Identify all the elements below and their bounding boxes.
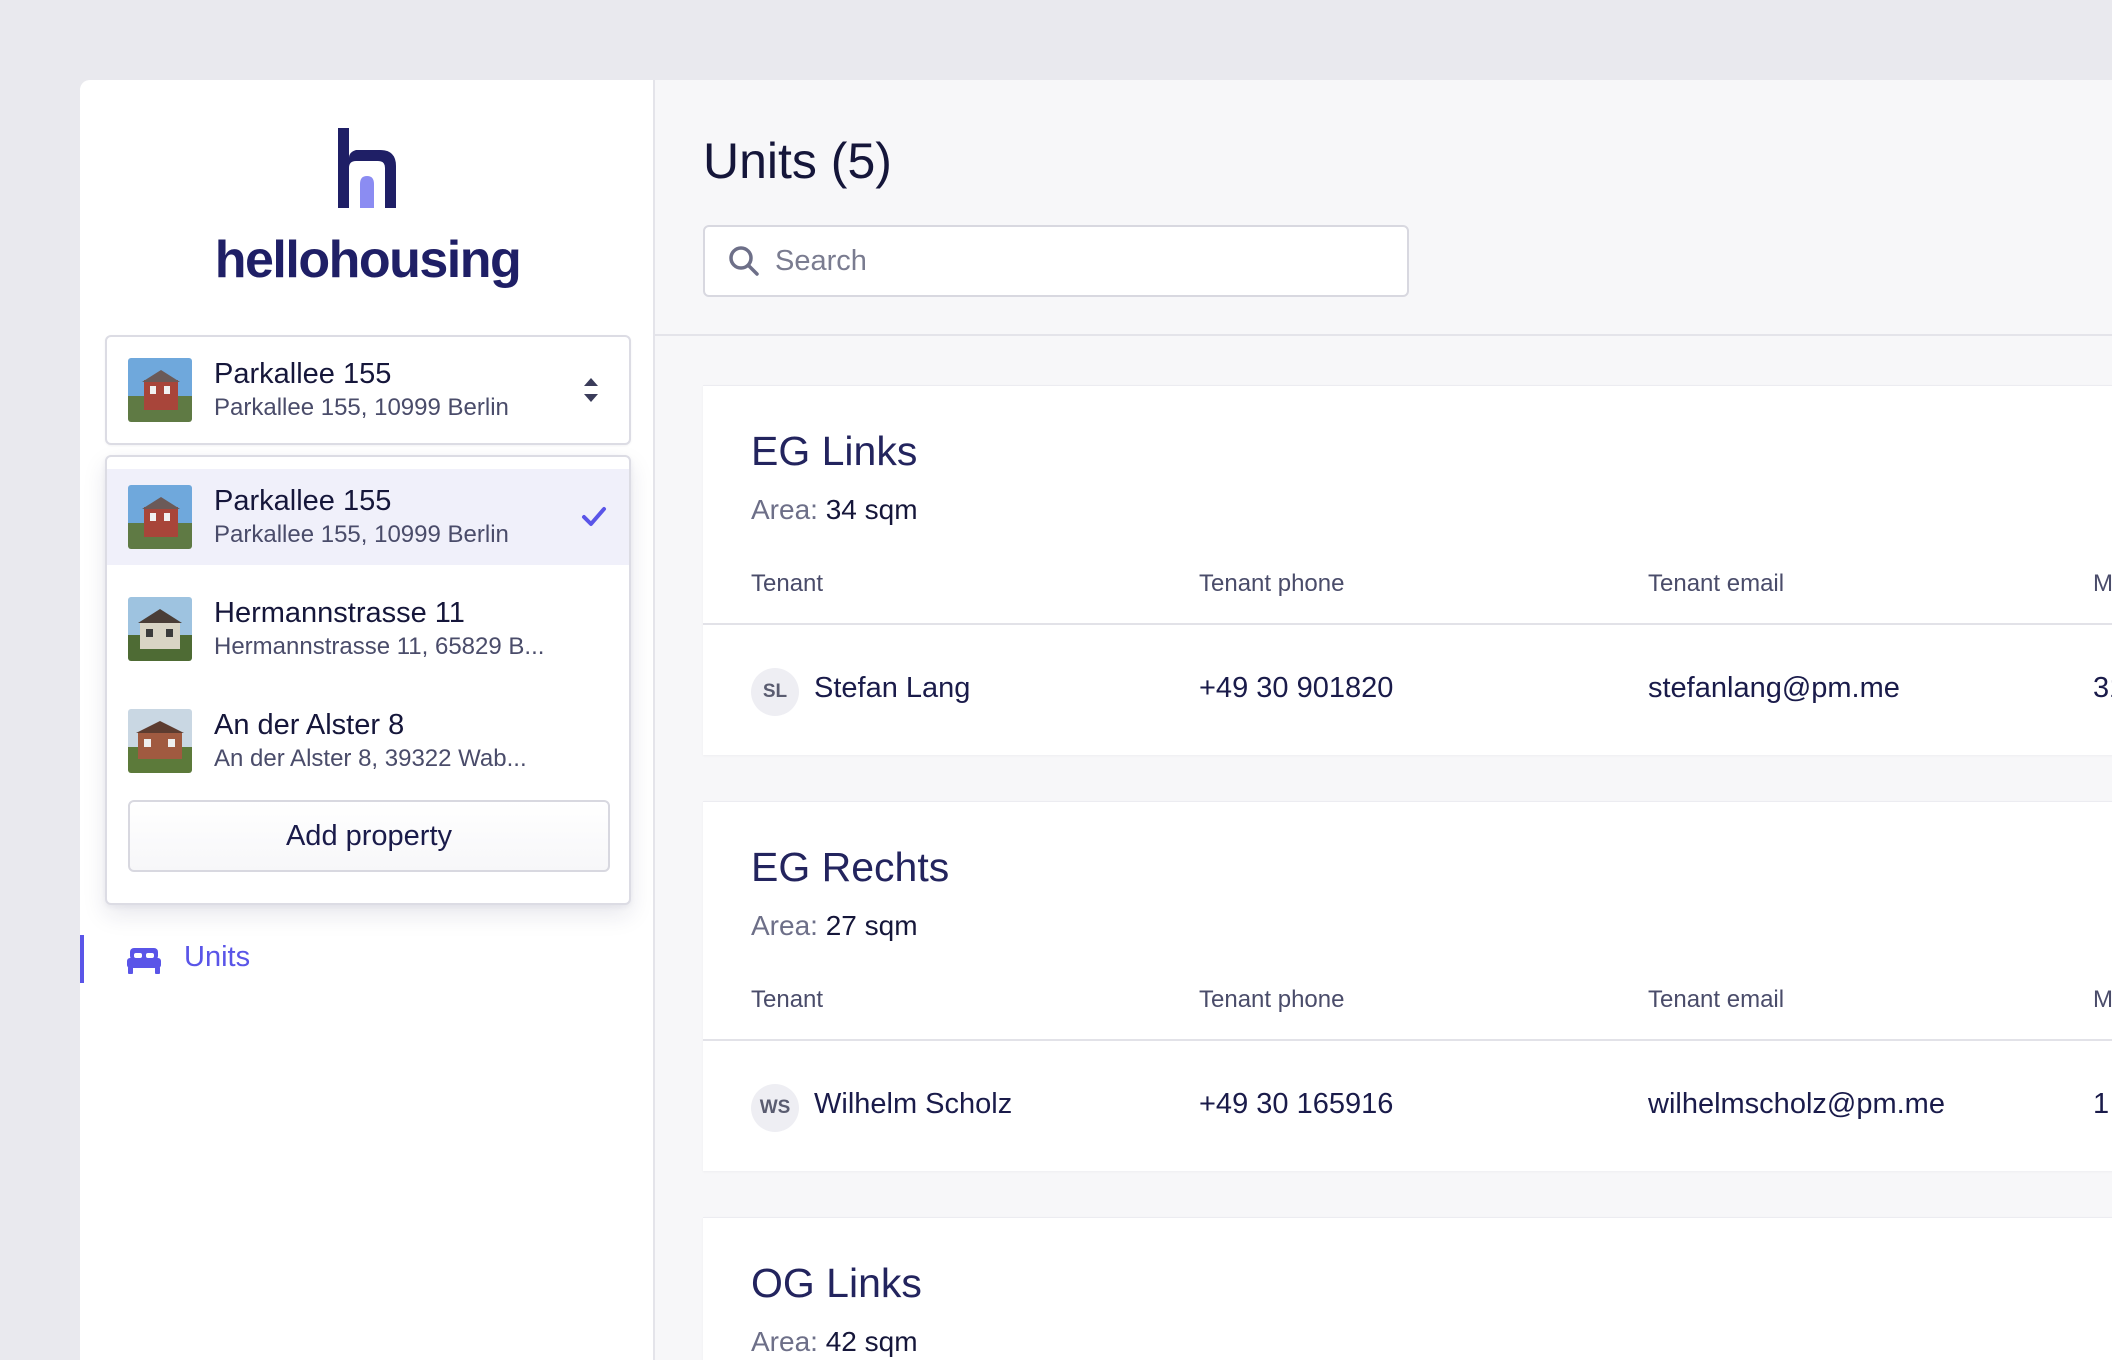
hellohousing-logo-icon [338, 128, 396, 208]
brand-name: hellohousing [214, 231, 522, 289]
unit-card: EG Links Area: 34 sqm Tenant Tenant phon… [703, 385, 2112, 755]
property-thumbnail [128, 485, 192, 549]
avatar: WS [751, 1084, 799, 1132]
unit-name: EG Links [751, 428, 918, 474]
property-option-an-der-alster[interactable]: An der Alster 8 An der Alster 8, 39322 W… [107, 693, 629, 789]
property-option-hermannstrasse[interactable]: Hermannstrasse 11 Hermannstrasse 11, 658… [107, 581, 629, 677]
property-selector[interactable]: Parkallee 155 Parkallee 155, 10999 Berli… [105, 335, 631, 445]
unit-area-value: 27 sqm [825, 910, 918, 941]
unit-area-label: Area: [751, 494, 818, 525]
unit-area-value: 42 sqm [825, 1326, 918, 1357]
unit-name: OG Links [751, 1260, 922, 1306]
selected-property-address: Parkallee 155, 10999 Berlin [214, 394, 509, 421]
column-header-tenant-phone: Tenant phone [1199, 986, 1345, 1013]
column-header-tenant: Tenant [751, 986, 824, 1013]
column-header-tenant-email: Tenant email [1648, 986, 1785, 1013]
main-content: Units (5) EG Links Area: 34 sqm Tenant T… [655, 80, 2112, 1360]
active-nav-indicator [80, 935, 84, 983]
property-dropdown: Parkallee 155 Parkallee 155, 10999 Berli… [105, 455, 631, 905]
chevron-up-down-icon [579, 372, 603, 408]
page-header: Units (5) [655, 80, 2112, 336]
tenant-fourth-value: 1 I [2093, 1088, 2112, 1120]
checkmark-icon [582, 507, 606, 526]
property-thumbnail [128, 709, 192, 773]
property-option-address: Hermannstrasse 11, 65829 B... [214, 633, 545, 660]
unit-card: EG Rechts Area: 27 sqm Tenant Tenant pho… [703, 801, 2112, 1171]
property-option-name: Hermannstrasse 11 [214, 597, 465, 629]
unit-name: EG Rechts [751, 844, 950, 890]
column-header-tenant: Tenant [751, 570, 824, 597]
tenant-fourth-value: 31 [2093, 672, 2112, 704]
search-box[interactable] [703, 225, 1409, 297]
unit-area: Area: 27 sqm [751, 910, 918, 942]
table-divider [703, 623, 2112, 625]
property-option-address: An der Alster 8, 39322 Wab... [214, 745, 527, 772]
column-header-tenant-phone: Tenant phone [1199, 570, 1345, 597]
tenant-phone: +49 30 165916 [1199, 1088, 1394, 1120]
bed-icon [127, 948, 161, 974]
unit-area-label: Area: [751, 1326, 818, 1357]
unit-area: Area: 42 sqm [751, 1326, 918, 1358]
property-option-name: Parkallee 155 [214, 485, 392, 517]
unit-card: OG Links Area: 42 sqm [703, 1217, 2112, 1360]
property-option-name: An der Alster 8 [214, 709, 405, 741]
search-input[interactable] [775, 244, 1375, 278]
unit-area: Area: 34 sqm [751, 494, 918, 526]
selected-property-name: Parkallee 155 [214, 358, 392, 390]
sidebar-item-units[interactable]: Units [80, 935, 655, 985]
search-icon [729, 246, 759, 276]
column-header-fourth: Mo [2093, 570, 2112, 597]
table-divider [703, 1039, 2112, 1041]
unit-area-value: 34 sqm [825, 494, 918, 525]
column-header-tenant-email: Tenant email [1648, 570, 1785, 597]
unit-area-label: Area: [751, 910, 818, 941]
tenant-name[interactable]: Stefan Lang [814, 672, 971, 704]
property-thumbnail [128, 358, 192, 422]
app-window: hellohousing Parkallee 155 Parkallee 155… [80, 80, 2112, 1360]
property-option-parkallee[interactable]: Parkallee 155 Parkallee 155, 10999 Berli… [107, 469, 629, 565]
page-title: Units (5) [703, 133, 892, 189]
tenant-name[interactable]: Wilhelm Scholz [814, 1088, 1013, 1120]
column-header-fourth: Mo [2093, 986, 2112, 1013]
add-property-button[interactable]: Add property [128, 800, 610, 872]
avatar: SL [751, 668, 799, 716]
tenant-email[interactable]: wilhelmscholz@pm.me [1648, 1088, 1945, 1120]
tenant-email[interactable]: stefanlang@pm.me [1648, 672, 1900, 704]
tenant-phone: +49 30 901820 [1199, 672, 1394, 704]
property-thumbnail [128, 597, 192, 661]
sidebar-item-label: Units [184, 941, 251, 973]
sidebar: hellohousing Parkallee 155 Parkallee 155… [80, 80, 655, 1360]
property-option-address: Parkallee 155, 10999 Berlin [214, 521, 509, 548]
